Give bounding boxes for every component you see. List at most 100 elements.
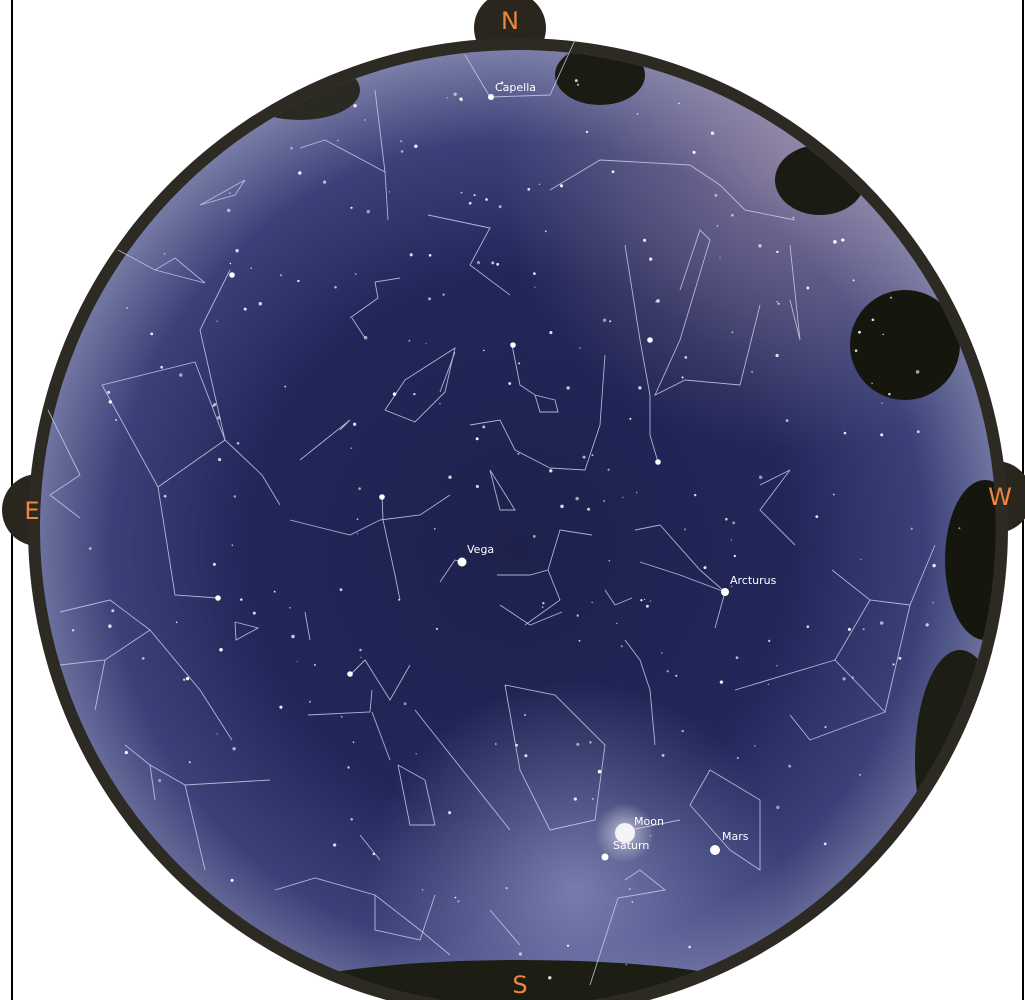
- star: [591, 601, 593, 604]
- star-capella: [488, 94, 494, 100]
- constellation-line: [639, 561, 726, 593]
- star: [216, 320, 218, 322]
- constellation-line: [427, 214, 511, 296]
- constellation-line: [504, 684, 551, 831]
- star: [932, 563, 936, 568]
- star: [413, 392, 416, 396]
- constellation-line: [604, 589, 633, 606]
- star: [636, 113, 639, 115]
- star: [446, 97, 448, 99]
- star: [576, 83, 580, 86]
- star: [871, 318, 875, 322]
- star: [549, 469, 553, 473]
- constellation-line: [224, 439, 281, 506]
- star: [400, 150, 404, 153]
- star: [880, 433, 884, 437]
- star: [188, 761, 191, 764]
- star: [692, 150, 696, 154]
- star: [524, 754, 528, 758]
- bright-star: [215, 595, 221, 601]
- star: [216, 733, 218, 735]
- star: [428, 297, 431, 301]
- star: [409, 253, 413, 257]
- star: [566, 944, 570, 947]
- star: [356, 518, 359, 521]
- star: [448, 811, 452, 815]
- object-label: Moon: [634, 815, 664, 828]
- star: [106, 390, 111, 395]
- star: [871, 382, 873, 385]
- star: [892, 663, 895, 666]
- constellation-line: [547, 529, 593, 571]
- star: [435, 627, 438, 630]
- star: [434, 528, 436, 530]
- star: [485, 198, 488, 201]
- star: [352, 422, 357, 426]
- object-label: Vega: [467, 543, 494, 556]
- star: [500, 81, 504, 84]
- compass-south: S: [512, 971, 527, 999]
- star: [719, 680, 724, 684]
- star: [403, 702, 407, 706]
- constellation-line: [464, 39, 576, 98]
- star: [217, 457, 222, 462]
- star: [439, 402, 441, 405]
- constellation-line: [489, 469, 516, 511]
- star: [597, 769, 602, 774]
- star: [347, 766, 350, 769]
- star: [858, 330, 861, 334]
- star: [475, 437, 479, 441]
- star: [777, 302, 780, 305]
- star: [854, 349, 858, 353]
- star: [785, 419, 789, 423]
- star: [538, 183, 541, 185]
- star: [611, 170, 615, 174]
- star: [888, 392, 891, 396]
- star: [879, 621, 884, 625]
- star: [289, 607, 291, 609]
- star: [352, 741, 355, 744]
- object-label: Saturn: [613, 839, 649, 852]
- bright-star: [229, 272, 235, 278]
- star: [823, 842, 827, 846]
- constellation-line: [511, 344, 559, 413]
- star: [732, 521, 736, 525]
- star: [425, 342, 427, 345]
- constellation-line: [47, 409, 81, 519]
- star: [398, 599, 400, 601]
- star: [160, 365, 164, 369]
- star: [768, 639, 771, 643]
- constellation-line: [549, 159, 796, 221]
- constellation-line: [307, 689, 373, 716]
- star: [862, 628, 865, 631]
- constellation-line: [834, 599, 911, 713]
- object-label: Arcturus: [730, 574, 777, 587]
- constellation-line: [634, 524, 726, 629]
- star: [851, 676, 854, 679]
- star: [620, 645, 623, 648]
- constellation-line: [149, 629, 233, 741]
- star: [775, 353, 779, 358]
- star: [710, 131, 715, 135]
- star: [882, 333, 884, 336]
- constellation-line: [349, 659, 411, 701]
- star: [678, 102, 680, 105]
- star: [527, 187, 531, 191]
- star: [592, 798, 594, 800]
- star: [731, 213, 734, 217]
- bright-star: [510, 342, 516, 348]
- star: [560, 504, 564, 509]
- star: [473, 194, 476, 197]
- constellation-line: [624, 639, 656, 746]
- star: [476, 260, 481, 265]
- constellation-line: [589, 897, 619, 986]
- star: [313, 663, 316, 666]
- star: [183, 678, 186, 681]
- star: [542, 602, 545, 605]
- constellation-line: [184, 784, 206, 871]
- star: [459, 97, 463, 101]
- star: [958, 527, 961, 530]
- star: [681, 729, 684, 733]
- star: [916, 430, 920, 434]
